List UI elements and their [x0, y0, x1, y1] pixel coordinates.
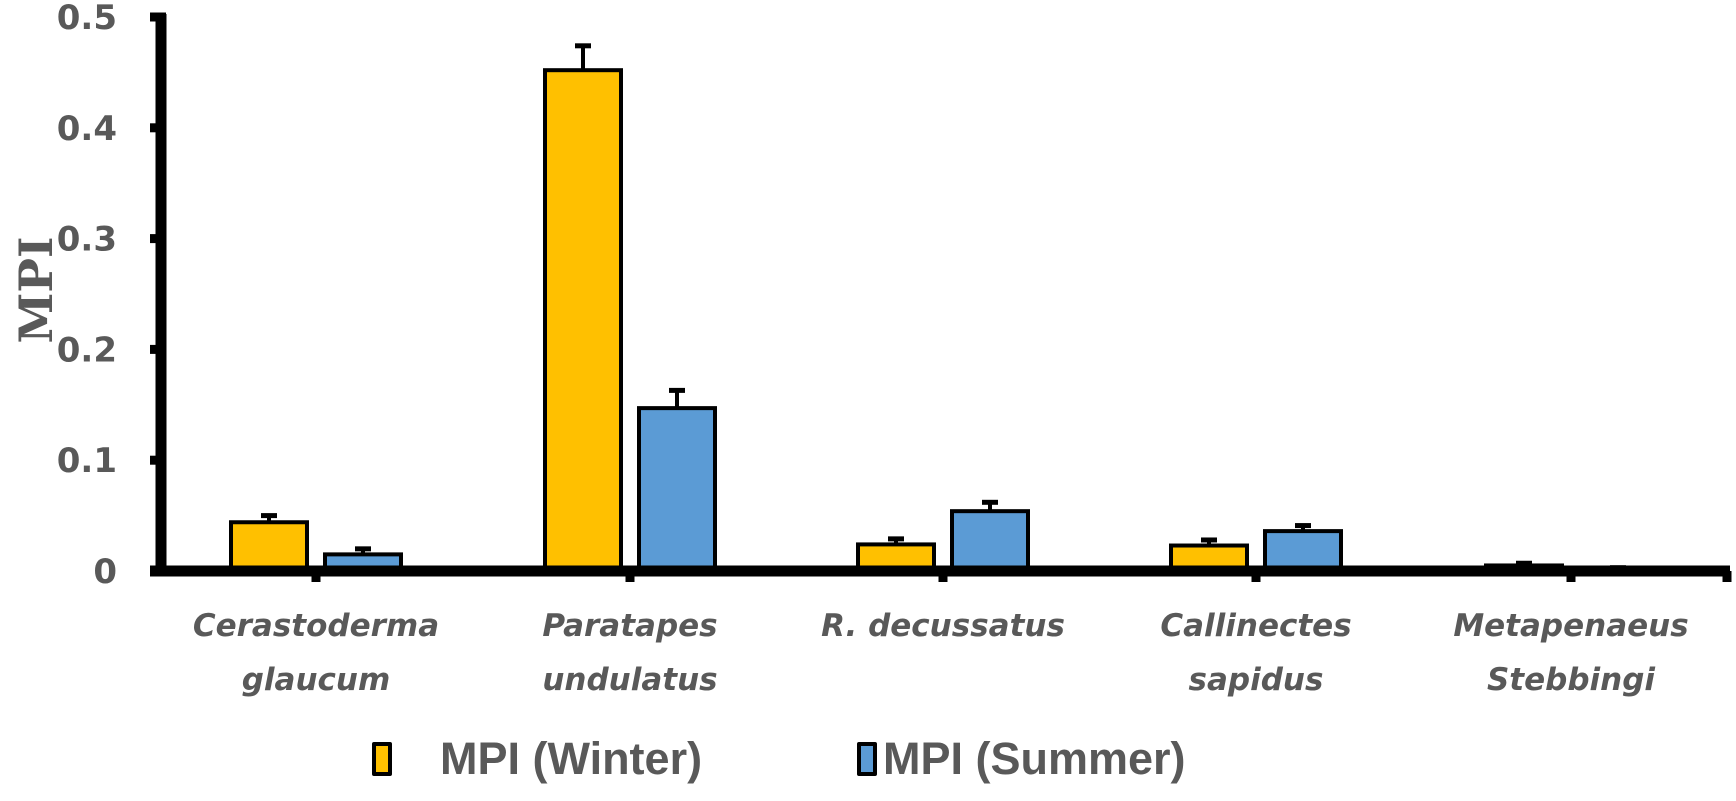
category-label: Callinectes	[1160, 608, 1351, 644]
bar-winter	[543, 68, 623, 574]
y-axis-ticks: 0 0.1 0.2 0.3 0.4 0.5	[57, 0, 166, 592]
category-label: Metapenaeus	[1453, 608, 1688, 644]
legend-item-summer: MPI (Summer)	[857, 734, 1186, 784]
y-tick-label: 0.3	[57, 220, 117, 260]
y-tick-label: 0.2	[57, 330, 117, 370]
category-label: Cerastoderma	[193, 608, 439, 644]
y-axis-label: MPI	[9, 236, 63, 343]
bar-summer	[950, 509, 1030, 573]
y-tick-label: 0	[93, 552, 117, 592]
category-label: undulatus	[542, 662, 717, 698]
category-label: glaucum	[242, 662, 391, 698]
legend-swatch-winter	[372, 742, 392, 776]
category-label: Stebbingi	[1487, 662, 1655, 698]
y-tick-label: 0.4	[57, 109, 117, 149]
bar-winter	[229, 520, 309, 573]
legend-swatch-summer	[857, 742, 877, 776]
legend-label-summer: MPI (Summer)	[883, 733, 1186, 784]
axes	[150, 14, 1732, 582]
x-axis-category-labels: Cerastoderma glaucum Paratapes undulatus R. …	[193, 608, 1689, 698]
category-label: Paratapes	[542, 608, 717, 644]
category-label: R. decussatus	[821, 608, 1065, 644]
y-tick-label: 0.5	[57, 0, 117, 38]
bar-series	[229, 43, 1658, 574]
legend-item-winter: MPI (Winter)	[372, 734, 702, 784]
bar-summer	[1263, 529, 1343, 573]
legend-label-winter: MPI (Winter)	[440, 733, 703, 784]
y-tick-label: 0.1	[57, 441, 117, 481]
bar-summer	[637, 406, 717, 573]
category-label: sapidus	[1189, 662, 1324, 698]
legend: MPI (Winter) MPI (Summer)	[0, 716, 1736, 796]
